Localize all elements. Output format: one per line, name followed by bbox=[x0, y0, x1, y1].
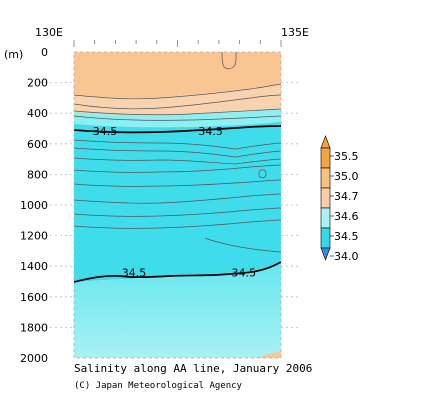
colorbar-legend: 35.5 35.0 34.7 34.6 34.5 34.0 bbox=[320, 135, 359, 263]
y-axis: 0 200 400 600 800 1000 1200 1400 1600 1800 2000 bbox=[20, 46, 48, 365]
y-unit-label: (m) bbox=[4, 48, 23, 61]
legend-swatch bbox=[320, 147, 331, 169]
contour-label: 34.5 bbox=[93, 125, 118, 138]
contour-label: 34.5 bbox=[198, 125, 223, 138]
legend-label: 34.0 bbox=[334, 250, 359, 263]
credit-text: (C) Japan Meteorological Agency bbox=[74, 381, 243, 391]
x-tick-label-135e: 135E bbox=[281, 26, 309, 39]
y-tick-label: 1000 bbox=[20, 199, 48, 212]
legend-swatch bbox=[320, 187, 331, 209]
legend-label: 35.0 bbox=[334, 170, 359, 183]
y-tick-label: 800 bbox=[27, 168, 48, 181]
y-tick-label: 1600 bbox=[20, 291, 48, 304]
contour-label: 34.5 bbox=[122, 266, 147, 279]
x-axis bbox=[73, 40, 282, 47]
y-tick-label: 600 bbox=[27, 138, 48, 151]
legend-label: 34.5 bbox=[334, 230, 359, 243]
isohaline-34-5 bbox=[74, 125, 281, 283]
y-tick-label: 1200 bbox=[20, 230, 48, 243]
y-tick-label: 200 bbox=[27, 77, 48, 90]
legend-swatch bbox=[320, 207, 331, 229]
chart-caption: Salinity along AA line, January 2006 bbox=[74, 362, 312, 375]
contour-label: 34.5 bbox=[231, 266, 256, 279]
contour-labels: 34.5 34.5 34.5 34.5 bbox=[93, 125, 256, 280]
y-tick-label: 0 bbox=[41, 46, 48, 59]
legend-label: 35.5 bbox=[334, 150, 359, 163]
x-tick-label-130e: 130E bbox=[35, 26, 63, 39]
y-tick-label: 1400 bbox=[20, 260, 48, 273]
y-tick-label: 400 bbox=[27, 107, 48, 120]
legend-swatch bbox=[320, 167, 331, 189]
bottom-fill bbox=[255, 351, 281, 358]
legend-label: 34.7 bbox=[334, 190, 359, 203]
deep-water-layer bbox=[74, 262, 281, 358]
depth-gridlines bbox=[30, 82, 300, 328]
legend-label: 34.6 bbox=[334, 210, 359, 223]
y-tick-label: 1800 bbox=[20, 321, 48, 334]
contour-lines bbox=[74, 52, 281, 253]
legend-swatch bbox=[320, 135, 331, 149]
y-tick-label: 2000 bbox=[20, 352, 48, 365]
legend-swatch bbox=[320, 227, 331, 249]
legend-swatch bbox=[320, 247, 331, 261]
